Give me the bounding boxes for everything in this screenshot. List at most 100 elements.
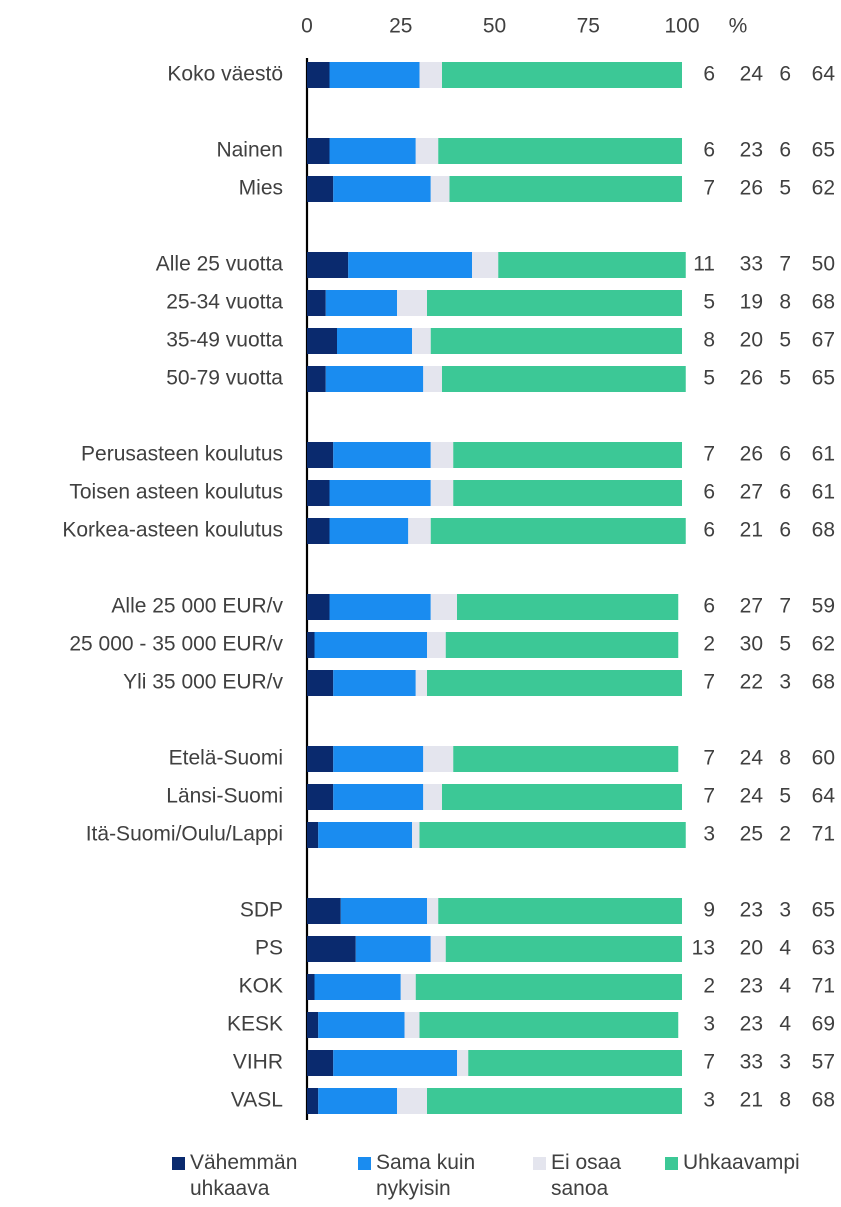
bar-segment — [307, 1012, 319, 1038]
value-label: 7 — [779, 595, 791, 618]
bar-segment — [442, 62, 682, 88]
bar-segment — [445, 632, 679, 658]
value-label: 59 — [812, 595, 835, 618]
value-label: 2 — [703, 975, 715, 998]
category-label: Nainen — [216, 139, 283, 162]
category-label: Toisen asteen koulutus — [69, 481, 283, 504]
value-label: 2 — [779, 823, 791, 846]
value-label: 23 — [740, 139, 763, 162]
bar-segment — [423, 746, 454, 772]
category-label: Alle 25 000 EUR/v — [111, 595, 283, 618]
category-label: KESK — [227, 1013, 283, 1036]
bar-segment — [329, 480, 431, 506]
value-label: 62 — [812, 633, 835, 656]
category-label: Mies — [239, 177, 283, 200]
bar-segment — [423, 784, 442, 810]
category-label: 25-34 vuotta — [166, 291, 283, 314]
value-label: 64 — [812, 63, 836, 86]
value-label: 33 — [740, 253, 763, 276]
category-label: PS — [255, 937, 283, 960]
bar-segment — [397, 290, 427, 316]
bar-segment — [457, 1050, 469, 1076]
bar-segment — [438, 138, 682, 164]
value-label: 6 — [779, 139, 791, 162]
value-label: 11 — [693, 253, 715, 276]
bar-segment — [307, 442, 334, 468]
bar-segment — [430, 480, 454, 506]
value-label: 3 — [779, 899, 791, 922]
category-label: Länsi-Suomi — [166, 785, 283, 808]
value-label: 65 — [812, 899, 835, 922]
value-label: 24 — [740, 747, 764, 770]
legend-item: Sama kuin nykyisin — [358, 1150, 498, 1202]
x-tick-label: 100 — [664, 15, 699, 38]
value-label: 3 — [703, 823, 715, 846]
value-label: 23 — [740, 899, 763, 922]
bar-segment — [318, 822, 412, 848]
bar-segment — [430, 442, 454, 468]
category-label: 25 000 - 35 000 EUR/v — [69, 633, 283, 656]
value-label: 9 — [703, 899, 715, 922]
category-label: SDP — [240, 899, 283, 922]
value-label: 4 — [779, 1013, 791, 1036]
value-label: 20 — [740, 937, 763, 960]
value-label: 25 — [740, 823, 763, 846]
value-label: 5 — [779, 367, 791, 390]
value-label: 4 — [779, 937, 791, 960]
category-label: Korkea-asteen koulutus — [62, 519, 283, 542]
category-label: Perusasteen koulutus — [81, 443, 283, 466]
bar-segment — [419, 62, 442, 88]
value-label: 19 — [740, 291, 763, 314]
bar-segment — [412, 822, 420, 848]
bar-segment — [430, 518, 686, 544]
bar-segment — [333, 784, 424, 810]
bar-segment — [415, 670, 427, 696]
x-tick-label: 50 — [483, 15, 506, 38]
value-label: 3 — [703, 1013, 715, 1036]
bar-segment — [307, 290, 326, 316]
bar-segment — [430, 176, 450, 202]
category-label: Yli 35 000 EUR/v — [123, 671, 283, 694]
bar-segment — [340, 898, 427, 924]
bar-segment — [453, 746, 679, 772]
bar-segment — [307, 632, 315, 658]
bar-segment — [314, 632, 427, 658]
legend-item: Ei osaa sanoa — [533, 1150, 633, 1202]
bar-segment — [307, 1050, 334, 1076]
bar-segment — [472, 252, 499, 278]
bar-segment — [307, 176, 334, 202]
value-label: 30 — [740, 633, 763, 656]
value-label: 63 — [812, 937, 835, 960]
legend-swatch — [358, 1157, 371, 1170]
value-label: 8 — [779, 747, 791, 770]
bar-segment — [307, 898, 341, 924]
category-label: Koko väestö — [167, 63, 283, 86]
bar-segment — [449, 176, 682, 202]
category-label: 50-79 vuotta — [166, 367, 283, 390]
legend-item: Vähemmän uhkaava — [172, 1150, 322, 1202]
value-label: 69 — [812, 1013, 835, 1036]
value-label: 6 — [779, 443, 791, 466]
bar-segment — [307, 746, 334, 772]
bar-segment — [427, 632, 446, 658]
category-label: VASL — [231, 1089, 283, 1112]
bar-segment — [307, 822, 319, 848]
value-label: 24 — [740, 785, 764, 808]
value-label: 6 — [779, 519, 791, 542]
bar-segment — [453, 480, 682, 506]
bar-segment — [314, 974, 401, 1000]
legend-label: Uhkaavampi — [683, 1151, 800, 1174]
value-label: 6 — [703, 595, 715, 618]
x-tick-label: 25 — [389, 15, 412, 38]
value-label: 67 — [812, 329, 835, 352]
bar-segment — [415, 974, 682, 1000]
value-label: 26 — [740, 177, 763, 200]
value-label: 5 — [779, 785, 791, 808]
bar-segment — [445, 936, 682, 962]
bar-segment — [333, 1050, 457, 1076]
value-label: 68 — [812, 519, 835, 542]
legend-swatch — [172, 1157, 185, 1170]
category-label: KOK — [239, 975, 283, 998]
bar-segment — [333, 746, 424, 772]
